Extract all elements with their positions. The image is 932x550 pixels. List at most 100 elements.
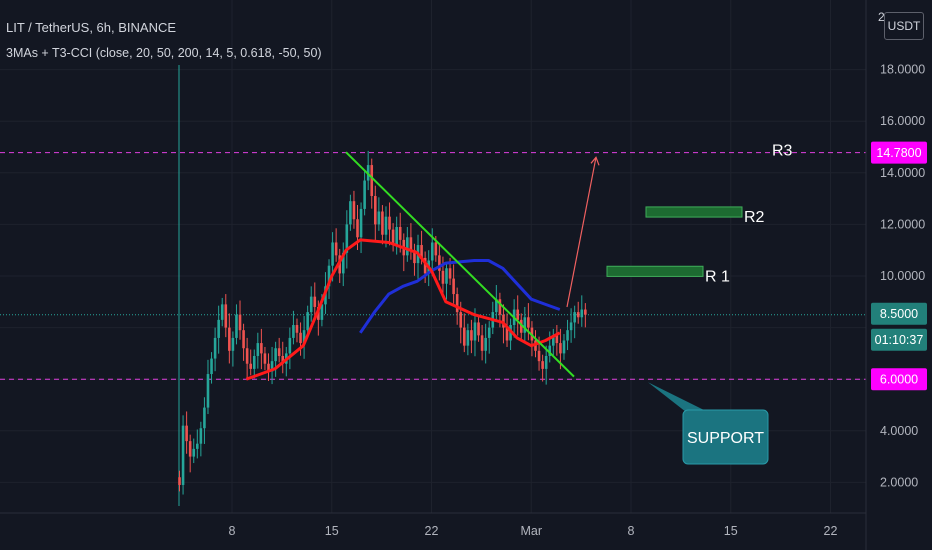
candle-body [498,299,502,315]
price-tick-clipped: 2 [878,10,885,24]
candle-body [548,345,552,356]
price-axis[interactable]: 2 18.0000 16.0000 14.0000 12.0000 10.0000 4.00… [865,0,925,550]
price-badge-text: 14.7800 [876,146,921,160]
descending-trendline[interactable] [345,151,575,378]
candle-body [466,330,470,346]
price-badges: 14.7800 8.5000 01:10:37 6.0000 [871,141,927,391]
candle-body [260,343,263,354]
arrow-head [590,156,600,166]
projection-arrow[interactable] [566,156,600,308]
time-axis[interactable]: 8 15 22 Mar 8 15 22 [0,512,866,538]
price-tick-label: 4.0000 [880,424,918,438]
candle-body [245,348,249,364]
candle-body [519,319,523,333]
price-badge-bg [871,141,927,164]
candle-body [349,201,352,225]
candle-body [238,314,242,331]
candle-body [309,296,313,313]
candle-body [224,304,228,328]
candle-body [206,374,210,408]
time-tick-label: 8 [628,524,635,538]
time-tick-label: 22 [425,524,439,538]
candle-body [256,343,260,356]
candle-body [295,325,299,333]
price-tick-label: 16.0000 [880,114,925,128]
candle-body [192,448,196,457]
candle-body [527,317,530,328]
price-tick-label: 2.0000 [880,475,918,489]
candle-body [420,245,423,258]
candle-body [267,363,270,372]
candle-body [213,337,217,359]
candle-body [185,425,188,442]
callout-tail [648,382,708,412]
price-tick-label: 12.0000 [880,217,925,231]
candle-body [331,242,334,266]
candle-body [220,304,224,320]
candle-body [541,361,544,369]
candle-body [398,226,402,240]
support-callout[interactable]: SUPPORT [648,382,769,465]
candle-body [288,337,292,354]
candle-body [438,255,441,271]
price-tick-label: 10.0000 [880,269,925,283]
candle-body [292,325,295,338]
ma-fast-line [245,238,561,381]
candle-body [313,296,317,307]
price-badge-text: 8.5000 [880,307,918,321]
candle-body [441,270,445,284]
time-tick-label: 8 [229,524,236,538]
candle-body [181,425,185,485]
candle-body [516,309,519,320]
price-tick-label: 14.0000 [880,166,925,180]
callout-box [682,409,769,465]
zone-label: R 1 [705,268,730,285]
candle-body [210,358,213,375]
candle-body [306,312,309,331]
candle-body [196,443,199,449]
price-badge-bg [871,302,927,325]
time-tick-label: Mar [520,524,542,538]
candle-body [345,224,349,253]
level-lines [0,152,866,380]
candle-body [576,312,580,318]
candle-body [363,180,366,209]
candle-body [463,327,466,346]
candle-body [217,319,220,338]
candle-body [569,322,573,331]
candle-body [188,441,192,457]
candle-body [302,330,306,344]
candle-body [459,312,463,328]
candle-body [562,340,566,354]
candle-body [555,335,559,344]
candle-body [374,196,377,225]
candle-body [281,355,285,364]
candle-body [334,242,338,256]
candle-body [406,237,409,256]
candle-body [434,242,438,256]
candle-body [430,242,434,261]
price-badge-text: 6.0000 [880,373,918,387]
candle-body [370,165,374,197]
resistance-zone [606,265,704,277]
currency-button[interactable]: USDT [884,12,924,40]
candle-body [377,211,381,225]
candle-body [381,211,384,235]
support-label: SUPPORT [687,430,764,447]
candle-body [274,348,277,362]
candle-body [559,343,562,354]
candle-body [484,337,487,351]
candle-body [544,355,548,369]
symbol-title: LIT / TetherUS, 6h, BINANCE [6,20,177,35]
candle-body [580,309,584,318]
candle-body [413,250,416,264]
candle-body [395,226,398,246]
candle-body [356,219,359,238]
candle-body [388,216,391,230]
candle-body [231,337,235,351]
candle-body [249,363,252,369]
candle-body [566,330,569,341]
candle-body [505,327,509,341]
candle-body [473,322,477,341]
